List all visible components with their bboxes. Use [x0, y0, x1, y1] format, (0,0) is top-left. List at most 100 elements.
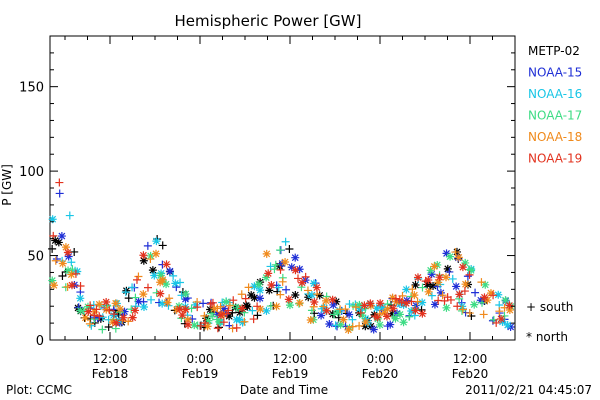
south-point: [58, 272, 67, 281]
north-point: [128, 313, 137, 322]
north-point: [272, 302, 281, 311]
south-point: [492, 318, 501, 327]
north-point: [393, 309, 402, 318]
north-point: [410, 291, 419, 300]
north-point: [163, 298, 172, 307]
north-point: [329, 300, 338, 309]
north-point: [206, 305, 215, 314]
south-point: [451, 248, 460, 257]
south-point: [98, 313, 107, 322]
north-point: [285, 301, 294, 310]
north-point: [162, 260, 171, 269]
north-point: [254, 280, 263, 289]
south-point: [232, 323, 241, 332]
north-point: [505, 301, 514, 310]
north-point: [430, 300, 439, 309]
north-point: [480, 293, 489, 302]
south-point: [438, 291, 447, 300]
north-point: [433, 260, 442, 269]
north-point: [380, 308, 389, 317]
north-point: [156, 289, 165, 298]
north-point: [61, 243, 70, 252]
north-point: [298, 278, 307, 287]
north-point: [373, 313, 382, 322]
north-point: [284, 295, 293, 304]
north-point: [418, 309, 427, 318]
south-point: [48, 244, 57, 253]
north-point: [243, 302, 252, 311]
south-point: [341, 305, 350, 314]
north-point: [49, 281, 58, 290]
marker-legend-entry: * north: [526, 330, 568, 344]
north-point: [446, 252, 455, 261]
north-point: [134, 297, 143, 306]
south-point: [213, 324, 222, 333]
north-point: [256, 294, 265, 303]
south-point: [224, 306, 233, 315]
north-point: [413, 273, 422, 282]
north-point: [64, 252, 73, 261]
north-point: [178, 311, 187, 320]
north-point: [333, 308, 342, 317]
north-point: [93, 313, 102, 322]
south-point: [109, 310, 118, 319]
south-point: [460, 287, 469, 296]
south-point: [281, 237, 290, 246]
south-point: [427, 291, 436, 300]
south-point: [351, 303, 360, 312]
north-point: [402, 299, 411, 308]
north-point: [395, 300, 404, 309]
north-point: [262, 249, 271, 258]
north-point: [494, 290, 503, 299]
south-point: [86, 301, 95, 310]
y-tick-label: 50: [27, 250, 44, 265]
north-point: [291, 253, 300, 262]
north-point: [216, 311, 225, 320]
north-point: [336, 320, 345, 329]
north-point: [378, 303, 387, 312]
x-tick-date: Feb18: [92, 367, 129, 381]
legend: METP-02 NOAA-15 NOAA-16 NOAA-17 NOAA-18 NOAA-…: [528, 44, 582, 166]
north-point: [388, 309, 397, 318]
north-point: [250, 293, 259, 302]
north-point: [108, 318, 117, 327]
north-point: [238, 304, 247, 313]
north-point: [434, 278, 443, 287]
north-point: [287, 263, 296, 272]
north-point: [312, 283, 321, 292]
north-point: [175, 304, 184, 313]
north-point: [111, 299, 120, 308]
south-point: [405, 312, 414, 321]
north-point: [119, 313, 128, 322]
south-point: [51, 256, 60, 265]
north-point: [467, 266, 476, 275]
south-point: [348, 322, 357, 331]
south-point: [446, 295, 455, 304]
north-point: [67, 281, 76, 290]
south-point: [105, 306, 114, 315]
north-point: [363, 318, 372, 327]
south-point: [131, 293, 140, 302]
north-point: [48, 276, 57, 285]
x-tick-time: 0:00: [367, 352, 394, 366]
x-tick-time: 0:00: [187, 352, 214, 366]
south-point: [458, 305, 467, 314]
south-point: [407, 297, 416, 306]
north-point: [181, 305, 190, 314]
south-point: [79, 306, 88, 315]
north-point: [506, 322, 515, 331]
north-point: [267, 281, 276, 290]
marker-legend-entry: + south: [526, 300, 573, 314]
north-point: [497, 314, 506, 323]
x-axis-label: Date and Time: [240, 383, 328, 397]
south-point: [124, 294, 133, 303]
south-point: [196, 321, 205, 330]
north-point: [48, 215, 57, 224]
south-point: [356, 308, 365, 317]
north-point: [366, 322, 375, 331]
legend-entry: NOAA-16: [528, 87, 582, 101]
north-point: [264, 269, 273, 278]
south-point: [307, 306, 316, 315]
north-point: [102, 298, 111, 307]
north-point: [191, 300, 200, 309]
